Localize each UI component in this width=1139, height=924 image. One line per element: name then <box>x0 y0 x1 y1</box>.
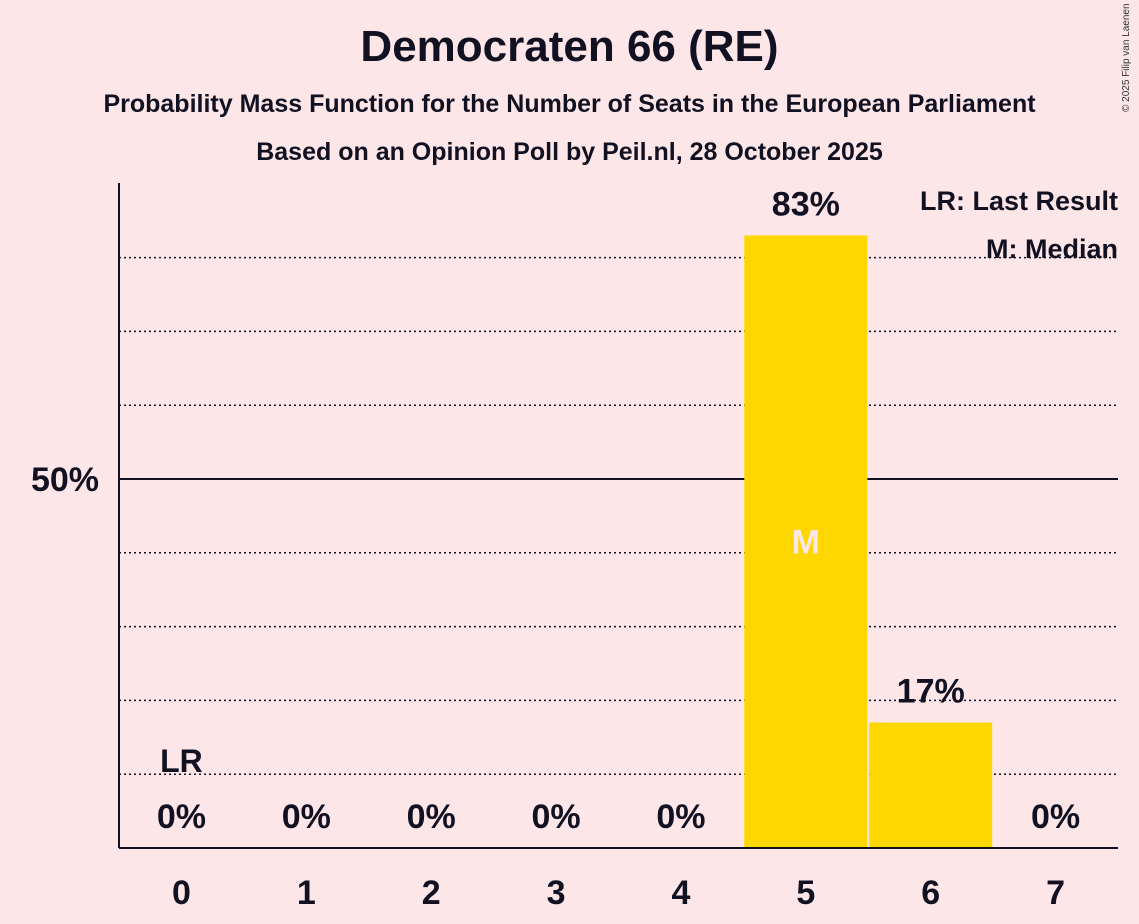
x-tick-label: 3 <box>547 874 566 912</box>
data-label: 0% <box>531 798 580 836</box>
chart-title: Democraten 66 (RE) <box>360 22 779 71</box>
x-tick-label: 2 <box>422 874 441 912</box>
data-label: 0% <box>1031 798 1080 836</box>
copyright-note: © 2025 Filip van Laenen <box>1121 3 1132 112</box>
x-tick-label: 0 <box>172 874 191 912</box>
data-label: 17% <box>897 673 965 711</box>
x-tick-label: 6 <box>921 874 940 912</box>
data-label: 0% <box>407 798 456 836</box>
y-tick-label: 50% <box>31 461 99 499</box>
bar <box>869 722 993 848</box>
data-label: 83% <box>772 185 840 223</box>
x-tick-label: 5 <box>796 874 815 912</box>
data-label: 0% <box>157 798 206 836</box>
legend-entry: M: Median <box>986 234 1118 264</box>
legend-entry: LR: Last Result <box>920 186 1118 216</box>
bar <box>744 235 868 848</box>
data-label: 0% <box>656 798 705 836</box>
x-tick-label: 7 <box>1046 874 1065 912</box>
chart-source: Based on an Opinion Poll by Peil.nl, 28 … <box>256 138 883 166</box>
data-label: 0% <box>282 798 331 836</box>
median-marker: M <box>792 524 820 562</box>
x-tick-label: 4 <box>671 874 690 912</box>
last-result-marker: LR <box>160 743 203 779</box>
x-tick-label: 1 <box>297 874 316 912</box>
chart-subtitle: Probability Mass Function for the Number… <box>103 90 1036 118</box>
